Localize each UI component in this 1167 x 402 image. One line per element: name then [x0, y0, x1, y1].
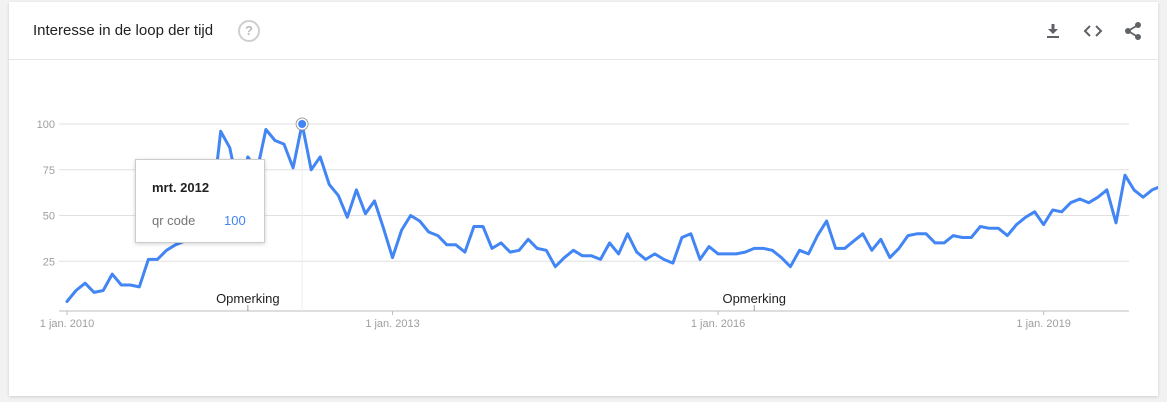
share-icon	[1125, 22, 1141, 40]
highlight-point	[298, 120, 307, 128]
y-tick-label: 25	[43, 256, 55, 268]
y-tick-label: 75	[43, 165, 55, 177]
card-title: Interesse in de loop der tijd	[33, 22, 214, 39]
tooltip-value: 100	[224, 213, 246, 228]
download-button[interactable]	[1040, 18, 1066, 44]
chart-tooltip: mrt. 2012 qr code 100	[135, 159, 265, 243]
y-tick-label: 50	[43, 211, 55, 223]
embed-code-icon	[1083, 25, 1103, 37]
help-icon[interactable]: ?	[238, 20, 260, 42]
x-tick-label: 1 jan. 2016	[691, 318, 745, 330]
interest-over-time-card: Interesse in de loop der tijd ?	[9, 2, 1158, 396]
header-actions	[1040, 18, 1146, 44]
x-tick-label: 1 jan. 2019	[1016, 318, 1070, 330]
x-tick-label: 1 jan. 2010	[40, 318, 94, 330]
annotation-label: Opmerking	[722, 291, 786, 306]
embed-button[interactable]	[1080, 18, 1106, 44]
download-icon	[1047, 24, 1059, 38]
card-header: Interesse in de loop der tijd ?	[9, 2, 1158, 60]
y-tick-label: 100	[37, 119, 55, 131]
share-button[interactable]	[1120, 18, 1146, 44]
tooltip-series-name: qr code	[152, 213, 196, 228]
line-chart[interactable]: 25 50 75 100 1 jan. 2010 1 jan. 2013 1 jan. 20…	[9, 60, 1158, 350]
x-tick-label: 1 jan. 2013	[365, 318, 419, 330]
annotation-label: Opmerking	[216, 291, 280, 306]
tooltip-date: mrt. 2012	[152, 180, 210, 195]
